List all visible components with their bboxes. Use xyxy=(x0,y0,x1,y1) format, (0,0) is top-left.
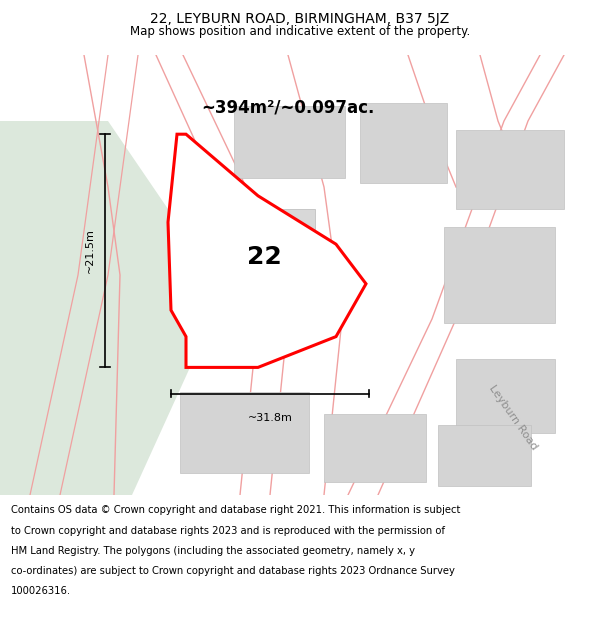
Text: 100026316.: 100026316. xyxy=(11,586,71,596)
Bar xyxy=(324,414,426,482)
Text: co-ordinates) are subject to Crown copyright and database rights 2023 Ordnance S: co-ordinates) are subject to Crown copyr… xyxy=(11,566,455,576)
Bar xyxy=(360,103,447,182)
Polygon shape xyxy=(168,134,366,368)
Bar xyxy=(438,424,531,486)
Text: ~21.5m: ~21.5m xyxy=(85,228,95,273)
Text: to Crown copyright and database rights 2023 and is reproduced with the permissio: to Crown copyright and database rights 2… xyxy=(11,526,445,536)
Polygon shape xyxy=(0,121,192,495)
Bar xyxy=(444,227,555,323)
Text: 22, LEYBURN ROAD, BIRMINGHAM, B37 5JZ: 22, LEYBURN ROAD, BIRMINGHAM, B37 5JZ xyxy=(151,12,449,26)
Bar xyxy=(189,209,315,306)
Bar xyxy=(456,359,555,433)
Text: Contains OS data © Crown copyright and database right 2021. This information is : Contains OS data © Crown copyright and d… xyxy=(11,506,460,516)
Text: ~394m²/~0.097ac.: ~394m²/~0.097ac. xyxy=(202,99,374,117)
Text: HM Land Registry. The polygons (including the associated geometry, namely x, y: HM Land Registry. The polygons (includin… xyxy=(11,546,415,556)
Text: 22: 22 xyxy=(247,246,281,269)
Bar xyxy=(180,392,309,473)
Bar xyxy=(234,106,345,178)
Bar xyxy=(456,130,564,209)
Text: Leyburn Road: Leyburn Road xyxy=(487,384,539,452)
Text: ~31.8m: ~31.8m xyxy=(248,413,292,423)
Text: Map shows position and indicative extent of the property.: Map shows position and indicative extent… xyxy=(130,26,470,39)
